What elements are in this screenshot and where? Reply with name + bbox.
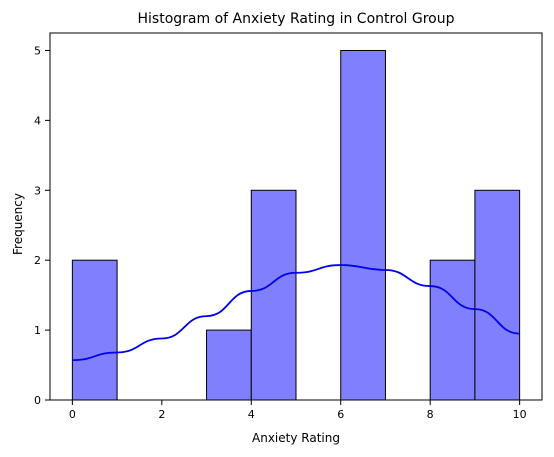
y-tick-label-4: 4 xyxy=(34,114,41,127)
x-tick-label-10: 10 xyxy=(513,408,527,421)
x-tick-label-0: 0 xyxy=(69,408,76,421)
histogram-bar-0 xyxy=(71,259,118,401)
y-tick-label-3: 3 xyxy=(34,184,41,197)
y-tick-label-5: 5 xyxy=(34,44,41,57)
y-tick-label-1: 1 xyxy=(34,324,41,337)
histogram-bar-1 xyxy=(206,329,252,401)
axes xyxy=(49,32,543,401)
histogram-bars xyxy=(71,49,521,401)
y-axis-label: Frequency xyxy=(11,193,25,255)
histogram-bar-5 xyxy=(474,189,521,401)
kde-curve xyxy=(72,264,520,362)
y-tick-label-0: 0 xyxy=(34,394,41,407)
histogram-bar-3 xyxy=(340,49,386,401)
x-tick-label-8: 8 xyxy=(427,408,434,421)
axis-ticks: 0 2 4 6 8 10 0 1 2 3 4 5 xyxy=(34,44,527,421)
histogram-bar-2 xyxy=(250,189,297,401)
x-tick-label-6: 6 xyxy=(337,408,344,421)
histogram-bar-4 xyxy=(429,259,476,401)
y-tick-label-2: 2 xyxy=(34,254,41,267)
x-axis-label: Anxiety Rating xyxy=(252,431,340,445)
x-tick-label-2: 2 xyxy=(158,408,165,421)
plot-frame xyxy=(49,32,543,401)
kde-curve-layer xyxy=(72,264,520,362)
x-tick-label-4: 4 xyxy=(248,408,255,421)
chart-title: Histogram of Anxiety Rating in Control G… xyxy=(138,11,455,27)
